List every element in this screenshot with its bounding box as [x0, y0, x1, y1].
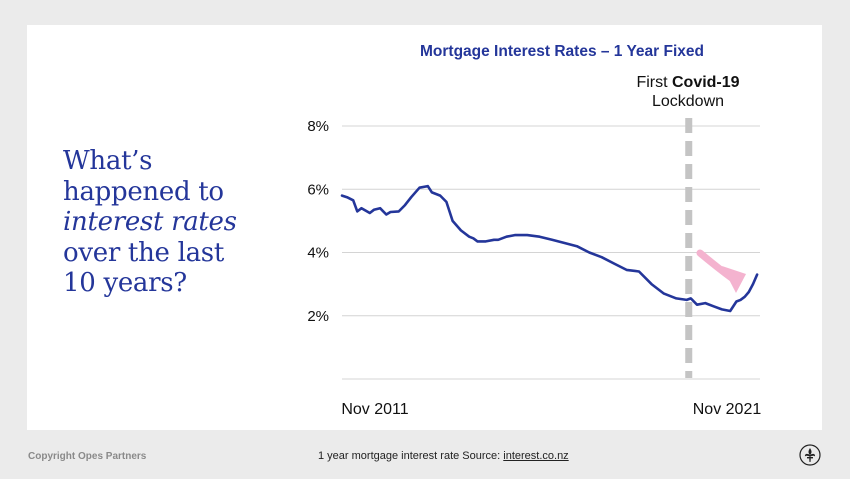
x-label-start: Nov 2011	[341, 401, 408, 418]
source-caption-text: 1 year mortgage interest rate Source:	[318, 450, 504, 462]
y-tick-label: 8%	[307, 118, 329, 135]
fleur-de-lis-logo-icon	[799, 444, 821, 466]
headline-line-2: happened to	[63, 176, 224, 207]
chart-title: Mortgage Interest Rates – 1 Year Fixed	[420, 43, 704, 60]
chart-labels: Mortgage Interest Rates – 1 Year Fixed F…	[307, 43, 761, 418]
y-tick-label: 4%	[307, 245, 329, 262]
headline-line-5: 10 years?	[63, 268, 187, 298]
lockdown-annotation-plain: First	[636, 74, 672, 91]
copyright-text: Copyright Opes Partners	[28, 451, 147, 462]
lockdown-annotation-line-1: First Covid-19	[636, 74, 739, 91]
source-link[interactable]: interest.co.nz	[503, 450, 569, 462]
series-layer	[340, 184, 759, 313]
source-caption: 1 year mortgage interest rate Source: in…	[318, 450, 569, 462]
y-tick-label: 6%	[307, 181, 329, 198]
rate-series-line	[340, 184, 759, 313]
headline-line-4: over the last	[63, 237, 224, 268]
lockdown-annotation-line-2: Lockdown	[652, 93, 724, 110]
headline-line-1: What’s	[63, 146, 153, 176]
trend-arrow-head	[722, 266, 746, 293]
headline-line-3: interest rates	[63, 207, 237, 237]
trend-arrow-icon	[696, 249, 746, 293]
headline: What’s happened to interest rates over t…	[63, 146, 237, 299]
y-tick-label: 2%	[307, 308, 329, 325]
x-label-end: Nov 2021	[693, 401, 762, 418]
lockdown-annotation-bold: Covid-19	[672, 74, 740, 91]
